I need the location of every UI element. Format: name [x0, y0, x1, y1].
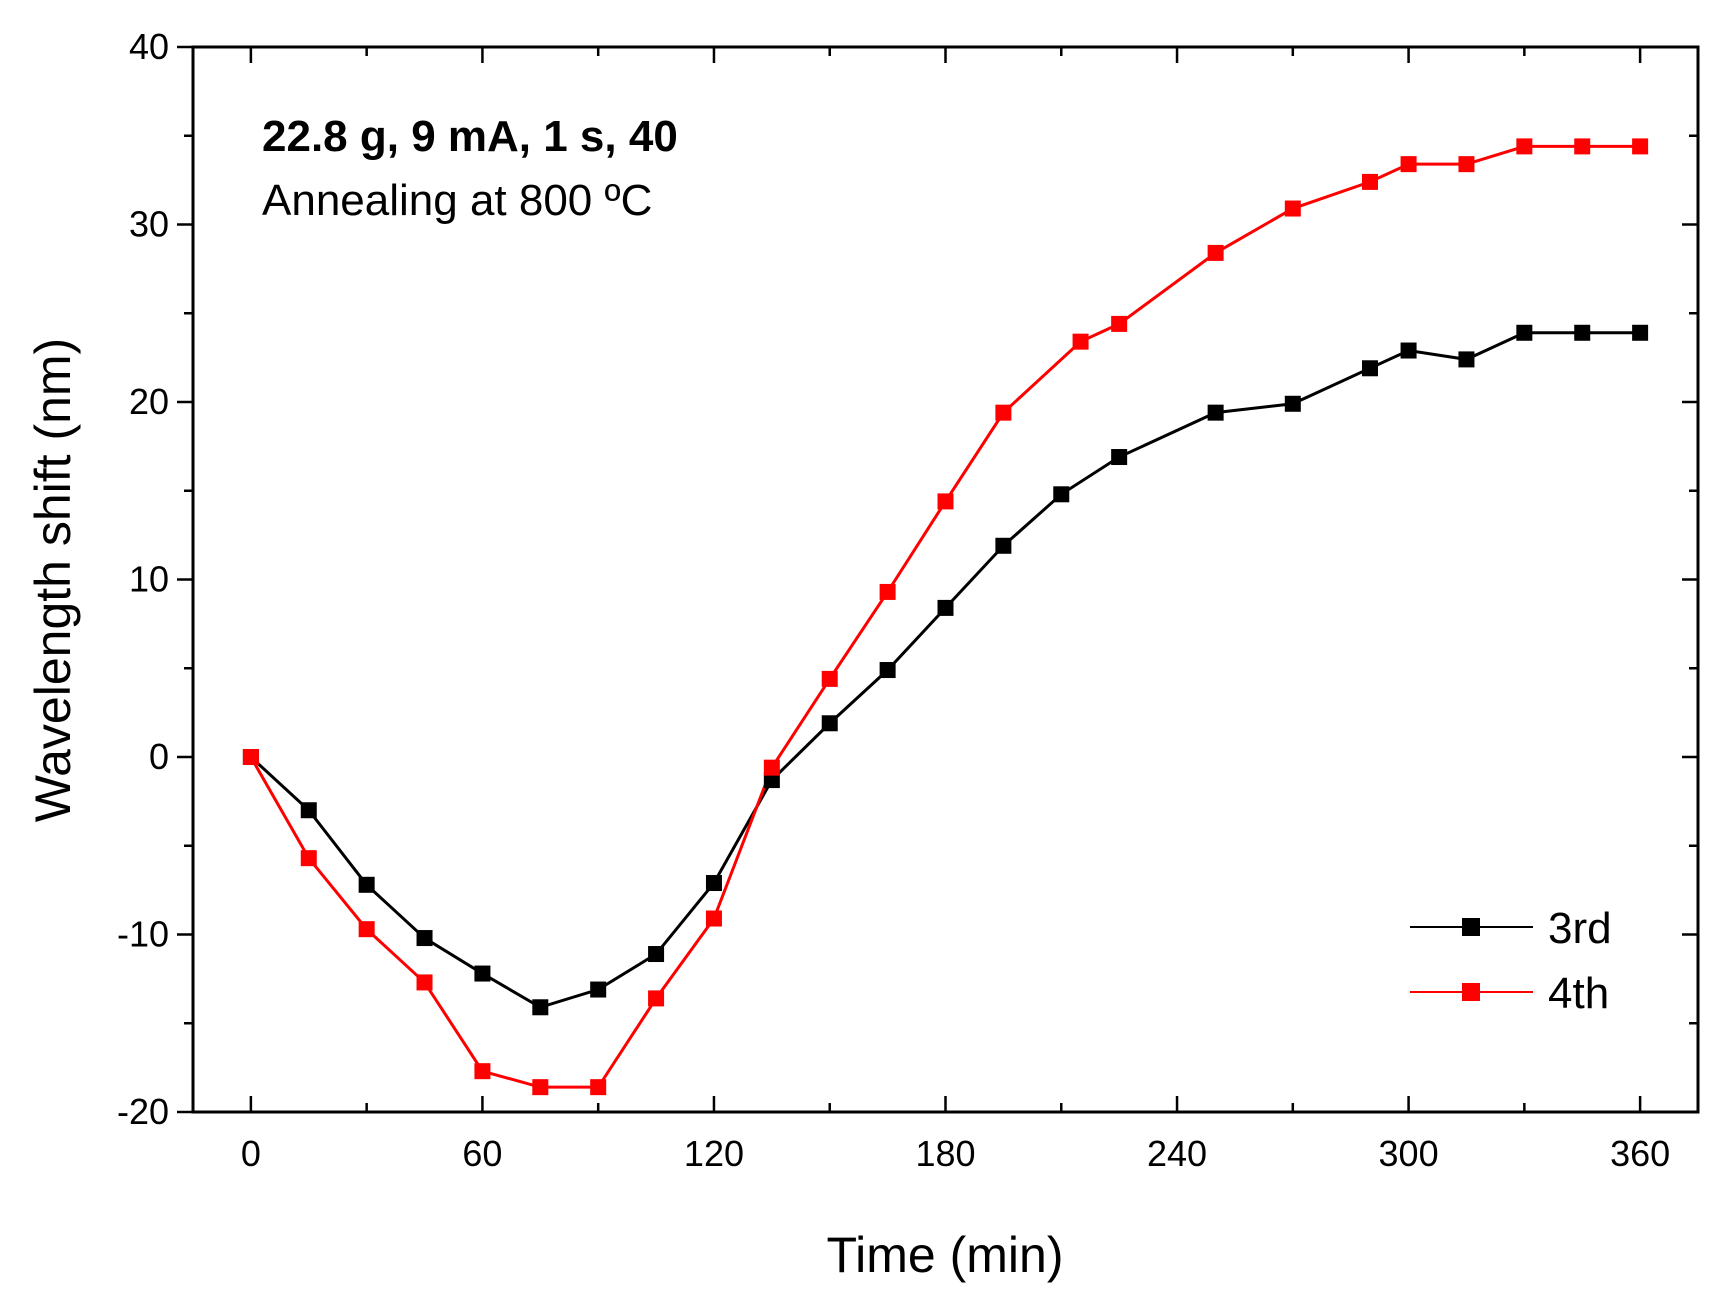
data-point-3rd	[1516, 324, 1533, 341]
y-tick-label: 0	[149, 736, 169, 777]
legend: 3rd 4th	[1410, 904, 1612, 1018]
data-point-3rd	[1458, 351, 1475, 368]
data-point-3rd	[1053, 486, 1070, 503]
annotation-condition: 22.8 g, 9 mA, 1 s, 40	[262, 112, 678, 161]
data-point-3rd	[995, 537, 1012, 554]
data-point-4th	[1284, 200, 1301, 217]
data-point-3rd	[1207, 404, 1224, 421]
data-point-3rd	[474, 965, 491, 982]
y-tick-label: 30	[129, 204, 169, 245]
data-point-4th	[821, 670, 838, 687]
x-tick-label: 180	[915, 1133, 975, 1174]
data-point-3rd	[705, 875, 722, 892]
data-point-3rd	[1632, 324, 1649, 341]
data-point-4th	[532, 1079, 549, 1096]
data-point-4th	[1111, 315, 1128, 332]
data-point-4th	[648, 990, 665, 1007]
x-axis-title: Time (min)	[826, 1227, 1063, 1283]
data-point-3rd	[1284, 395, 1301, 412]
data-point-3rd	[879, 662, 896, 679]
tick-labels: 0 60 120 180 240 300 360 -20 -10 0 10 20 30 40	[117, 26, 1670, 1174]
data-point-3rd	[1400, 342, 1417, 359]
y-tick-label: 20	[129, 381, 169, 422]
data-point-4th	[1400, 156, 1417, 173]
data-point-4th	[1632, 138, 1649, 155]
data-point-3rd	[937, 599, 954, 616]
data-point-4th	[1574, 138, 1591, 155]
data-point-3rd	[416, 930, 433, 947]
data-point-4th	[937, 493, 954, 510]
x-tick-label: 0	[241, 1133, 261, 1174]
y-tick-label: 10	[129, 559, 169, 600]
y-axis-title: Wavelength shift (nm)	[25, 338, 81, 822]
x-tick-label: 120	[684, 1133, 744, 1174]
y-tick-label: -20	[117, 1091, 169, 1132]
axis-ticks	[177, 45, 1698, 1114]
data-point-4th	[705, 910, 722, 927]
data-point-3rd	[821, 715, 838, 732]
data-point-3rd	[532, 999, 549, 1016]
x-tick-label: 300	[1379, 1133, 1439, 1174]
legend-marker-3rd	[1462, 918, 1480, 936]
x-tick-label: 60	[462, 1133, 502, 1174]
legend-label-4th: 4th	[1548, 969, 1609, 1018]
data-point-4th	[1072, 333, 1089, 350]
data-point-3rd	[300, 802, 317, 819]
data-point-3rd	[763, 772, 780, 789]
data-point-3rd	[1574, 324, 1591, 341]
data-point-3rd	[590, 981, 607, 998]
data-point-4th	[995, 404, 1012, 421]
data-point-4th	[1516, 138, 1533, 155]
legend-marker-4th	[1462, 983, 1480, 1001]
y-tick-label: 40	[129, 26, 169, 67]
x-tick-label: 360	[1610, 1133, 1670, 1174]
data-point-3rd	[1111, 449, 1128, 466]
series-line-4th	[249, 144, 1641, 1089]
series-points	[242, 138, 1649, 1096]
series-lines	[249, 144, 1641, 1089]
data-point-3rd	[358, 876, 375, 893]
data-point-4th	[763, 759, 780, 776]
data-point-4th	[242, 749, 259, 765]
data-point-4th	[1361, 173, 1378, 190]
annotation-annealing: Annealing at 800 ºC	[262, 176, 652, 225]
data-point-4th	[474, 1063, 491, 1080]
data-point-3rd	[648, 946, 665, 963]
data-point-4th	[590, 1079, 607, 1096]
data-point-4th	[879, 583, 896, 600]
y-tick-label: -10	[117, 914, 169, 955]
data-point-4th	[1458, 156, 1475, 173]
data-point-4th	[1207, 244, 1224, 261]
data-point-3rd	[1361, 360, 1378, 377]
data-point-4th	[300, 850, 317, 867]
legend-label-3rd: 3rd	[1548, 904, 1612, 953]
x-tick-label: 240	[1147, 1133, 1207, 1174]
series-line-3rd	[249, 331, 1641, 1009]
data-point-4th	[416, 974, 433, 991]
data-point-4th	[358, 921, 375, 938]
